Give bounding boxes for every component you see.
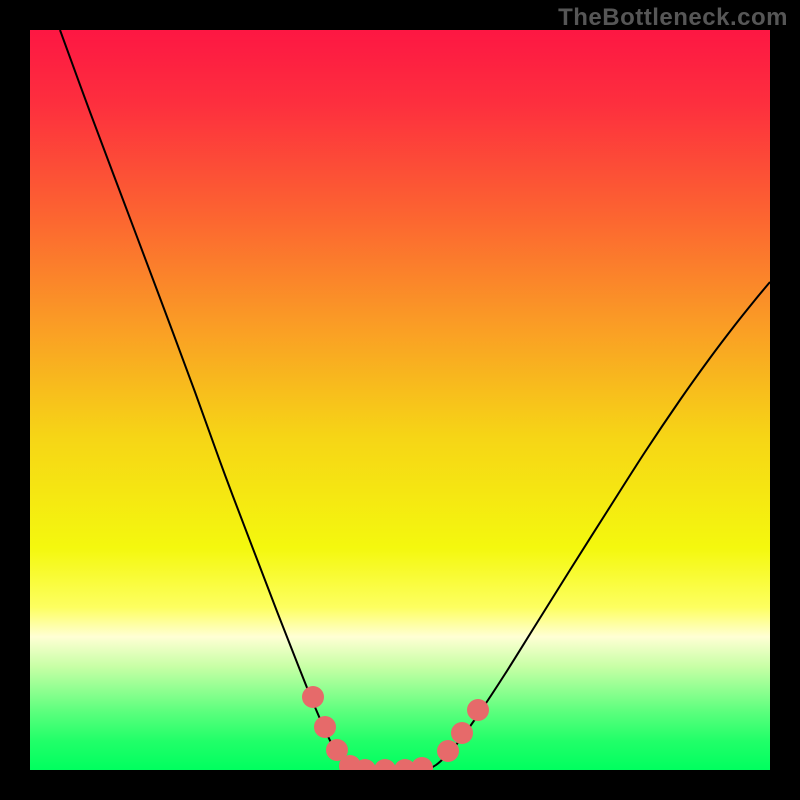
curve-marker <box>314 716 336 738</box>
curve-marker <box>467 699 489 721</box>
curve-marker <box>302 686 324 708</box>
watermark-text: TheBottleneck.com <box>558 4 788 32</box>
curve-marker <box>437 740 459 762</box>
gradient-background <box>30 30 770 770</box>
chart-frame: TheBottleneck.com <box>0 0 800 800</box>
curve-marker <box>451 722 473 744</box>
plot-area <box>30 30 770 770</box>
plot-svg <box>30 30 770 770</box>
